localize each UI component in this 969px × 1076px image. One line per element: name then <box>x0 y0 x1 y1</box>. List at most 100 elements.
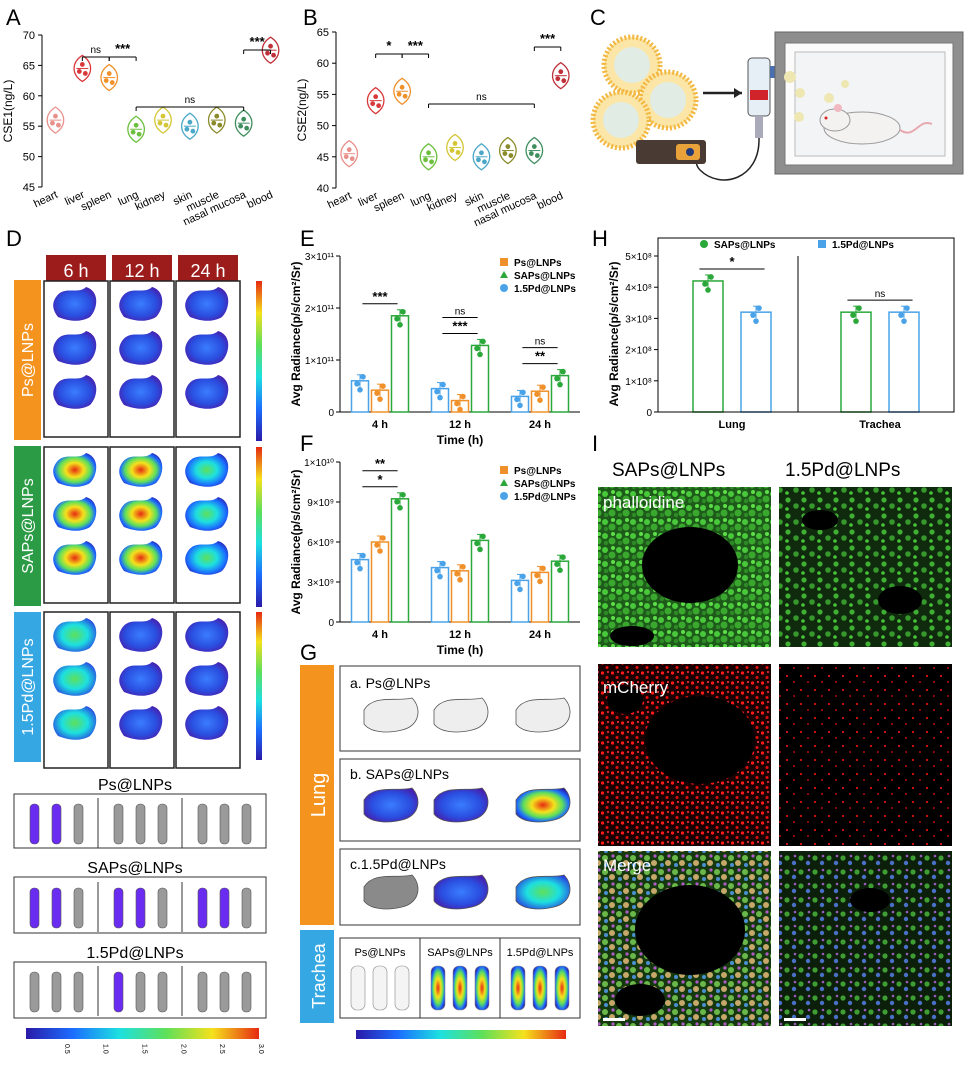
trachea-col-label: Ps@LNPs <box>355 947 406 959</box>
lung-fluorescence-image <box>53 287 97 321</box>
lung-fluorescence-image <box>119 618 163 652</box>
data-point <box>163 122 169 128</box>
data-point <box>558 69 564 75</box>
y-tick-label: 1×10¹¹ <box>305 356 335 367</box>
stain-label-merge: Merge <box>603 856 651 875</box>
group-label-pd: 1.5Pd@LNPs <box>20 638 37 735</box>
data-point <box>514 580 520 587</box>
legend-label: 1.5Pd@LNPs <box>514 492 576 503</box>
data-point <box>477 546 483 553</box>
x-axis-label: Time (h) <box>437 433 483 447</box>
y-axis-label: CSE1(ng/L) <box>1 80 15 143</box>
y-tick-label: 55 <box>23 121 35 133</box>
lung-fluorescence-image <box>119 375 163 409</box>
violin <box>551 61 570 90</box>
x-axis-label: Time (h) <box>437 643 483 657</box>
lung-fluorescence-image <box>185 662 229 696</box>
data-point <box>190 128 196 134</box>
airway-lumen <box>642 527 738 603</box>
trachea-fluorescence-image <box>241 887 252 929</box>
lung-fluorescence-image <box>119 287 163 321</box>
lung-ex-vivo-image <box>363 697 419 733</box>
data-point <box>109 80 115 85</box>
x-tick-label: 4 h <box>372 629 388 641</box>
legend-marker <box>818 240 826 248</box>
data-point <box>437 573 443 580</box>
legend-marker <box>500 479 508 486</box>
x-tick-label: Trachea <box>859 419 901 431</box>
violin <box>154 106 172 134</box>
trachea-ex-vivo-image <box>554 965 570 1011</box>
data-point <box>482 159 487 165</box>
lung-ex-vivo-image <box>515 787 571 823</box>
violin <box>234 109 253 137</box>
data-point <box>56 122 61 128</box>
data-point <box>560 368 566 375</box>
data-point <box>557 567 563 573</box>
x-tick-label: 12 h <box>449 629 471 641</box>
data-point <box>426 150 431 156</box>
lung-ex-vivo-image <box>433 874 489 910</box>
y-tick-label: 55 <box>317 89 329 101</box>
chart-frame <box>657 237 955 413</box>
lung-fluorescence-image <box>53 706 97 740</box>
violin <box>207 106 226 134</box>
y-axis-label: CSE2(ng/L) <box>295 79 309 142</box>
legend-marker <box>500 258 508 266</box>
data-point <box>753 318 759 324</box>
lung-ex-vivo-image <box>515 697 571 733</box>
data-point <box>136 131 142 137</box>
data-point <box>540 384 546 391</box>
legend-label: SAPs@LNPs <box>514 271 576 282</box>
data-point <box>434 388 440 395</box>
data-point <box>184 126 190 132</box>
colorbar-tick-label: 1.5 <box>141 1044 148 1054</box>
x-tick-label: 12 h <box>449 419 471 431</box>
strip-title-saps: SAPs@LNPs <box>87 860 182 877</box>
micrograph-merge-pd <box>779 851 952 1026</box>
lnp-particle <box>637 69 699 131</box>
y-tick-label: 50 <box>317 121 329 133</box>
data-point <box>557 381 563 388</box>
violin <box>340 139 359 168</box>
data-point <box>211 120 217 126</box>
y-tick-label: 0 <box>328 618 334 629</box>
data-point <box>454 400 460 407</box>
data-point <box>479 150 484 156</box>
chart-h-bar: 0 1×10⁸ 2×10⁸ 3×10⁸ 4×10⁸ 5×10⁸ Avg Radiance(p… <box>607 237 955 431</box>
bar <box>888 311 920 413</box>
y-tick-label: 45 <box>23 182 35 194</box>
x-tick-label: spleen <box>79 189 113 214</box>
significance-label: ns <box>476 92 487 103</box>
trachea-ex-vivo-image <box>474 965 490 1011</box>
data-point <box>457 406 463 413</box>
lung-row-label: c.1.5Pd@LNPs <box>350 856 446 872</box>
data-point <box>517 402 523 409</box>
y-tick-label: 1×10⁸ <box>625 377 652 388</box>
bar <box>390 498 410 623</box>
violin <box>498 136 517 165</box>
lung-fluorescence-image <box>53 662 97 696</box>
trachea-ex-vivo-image <box>430 965 446 1011</box>
legend-marker <box>700 240 708 248</box>
side-band-trachea <box>300 930 334 1023</box>
data-point <box>554 375 560 382</box>
lung-fluorescence-image <box>185 331 229 365</box>
violin <box>261 36 280 64</box>
data-point <box>50 120 55 126</box>
significance-label: *** <box>115 41 131 56</box>
data-point <box>708 274 714 280</box>
trachea-fluorescence-image <box>197 887 208 929</box>
y-tick-label: 5×10⁸ <box>625 252 652 263</box>
lung-fluorescence-image <box>119 706 163 740</box>
data-point <box>394 316 400 322</box>
violin <box>446 133 464 162</box>
exposure-chamber-icon <box>774 31 964 175</box>
colorbar <box>256 447 262 607</box>
lung-fluorescence-image <box>185 618 229 652</box>
colorbar <box>256 281 262 441</box>
data-point <box>360 374 366 380</box>
lung-fluorescence-image <box>185 497 229 531</box>
panel-label-g: G <box>300 640 317 665</box>
panel-label-f: F <box>300 431 313 456</box>
